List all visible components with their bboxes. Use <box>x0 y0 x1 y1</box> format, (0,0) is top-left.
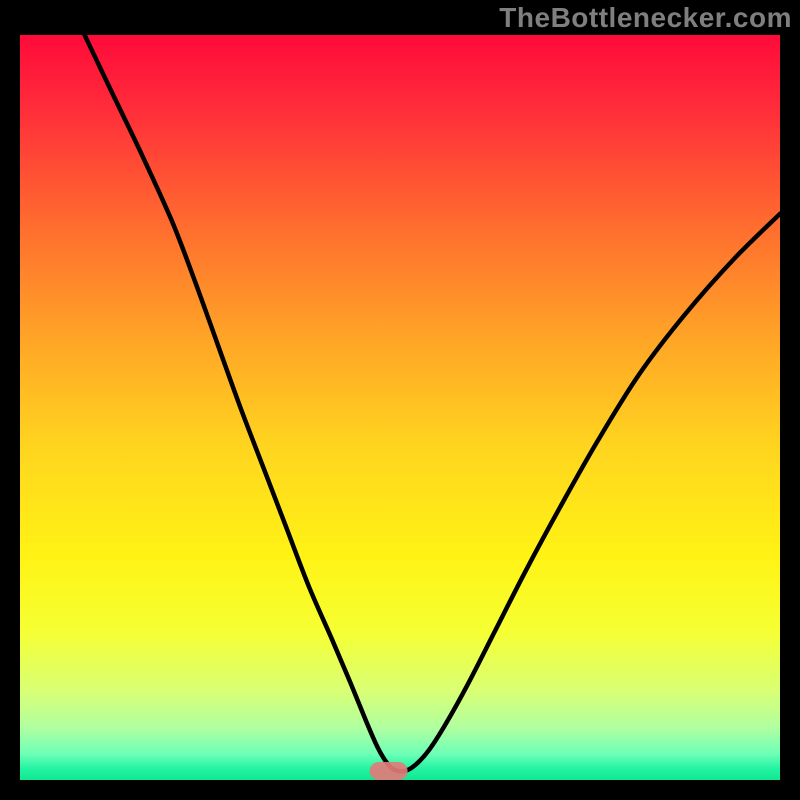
optimum-marker <box>370 762 408 780</box>
chart-stage: TheBottlenecker.com <box>0 0 800 800</box>
plot-background <box>20 35 780 780</box>
bottleneck-chart <box>0 0 800 800</box>
watermark-label: TheBottlenecker.com <box>499 2 792 34</box>
